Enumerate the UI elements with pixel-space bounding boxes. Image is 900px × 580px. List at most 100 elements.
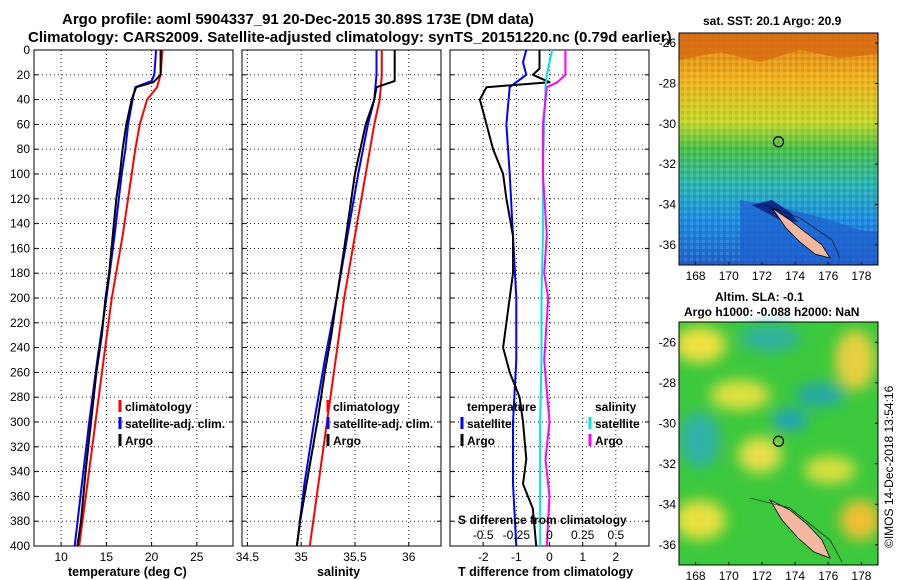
sst-map-field — [679, 33, 878, 265]
sla-map-subtitle: Argo h1000: -0.088 h2000: NaN — [684, 305, 859, 319]
x-tick-label: 20 — [145, 550, 159, 564]
legend-label-t-satellite: satellite — [467, 417, 512, 431]
map-x-tick-label: 178 — [851, 569, 871, 580]
depth-tick-label: 160 — [10, 241, 30, 255]
map-y-tick-label: -32 — [659, 457, 677, 471]
depth-axis: 0 20 40 60 80 100 120 140 160 180 200 220 240 260 280 3… — [10, 43, 649, 553]
map-y-tick-label: -34 — [659, 497, 677, 511]
s-difference-axis-label: S difference from climatology — [458, 513, 627, 527]
x-tick-label: 34.5 — [236, 550, 260, 564]
depth-tick-label: 60 — [17, 117, 31, 131]
legend-label-s-argo: Argo — [595, 434, 623, 448]
depth-tick-label: 40 — [17, 93, 31, 107]
map-y-tick-label: -28 — [659, 376, 677, 390]
depth-tick-label: 280 — [10, 390, 30, 404]
x-axes: 10 15 20 25 34.5 35 35.5 36 -2 -1 0 1 2 — [54, 542, 619, 564]
s-difference-tick-label: -0.25 — [503, 528, 531, 542]
depth-tick-label: 140 — [10, 217, 30, 231]
x-tick-label: 0 — [546, 550, 553, 564]
map-x-tick-label: 170 — [719, 269, 739, 283]
map-x-tick-label: 174 — [785, 569, 805, 580]
series-line-satellite-adj-clim- — [73, 49, 158, 547]
x-tick-label: -1 — [511, 550, 522, 564]
series-line-s-satellite — [539, 49, 554, 546]
depth-tick-label: 0 — [23, 43, 30, 57]
map-x-tick-label: 172 — [752, 269, 772, 283]
temperature-panel — [33, 49, 234, 547]
depth-tick-label: 120 — [10, 192, 30, 206]
legend-temperature: climatology satellite-adj. clim. Argo — [118, 400, 225, 448]
sst-map-frame — [678, 32, 879, 266]
map-y-tick-label: -30 — [659, 416, 677, 430]
title-line-2: Climatology: CARS2009. Satellite-adjuste… — [28, 29, 672, 46]
legend-label-s-satellite: satellite — [595, 417, 640, 431]
s-difference-tick-label: 0.5 — [607, 528, 624, 542]
credit-text: ©IMOS 14-Dec-2018 13:54:16 — [882, 385, 896, 548]
map-x-tick-label: 174 — [785, 269, 805, 283]
map-y-tick-label: -30 — [659, 117, 677, 131]
legend-label-t-argo: Argo — [467, 434, 495, 448]
map-y-tick-label: -28 — [659, 76, 677, 90]
x-tick-label: 2 — [612, 550, 619, 564]
salinity-axis-label: salinity — [317, 565, 360, 579]
sst-map-ticks: 168 170 172 174 176 178 -26 -28 -30 -32 -34 -36 — [659, 36, 878, 283]
map-x-tick-label: 172 — [752, 569, 772, 580]
series-line-satellite-adj-clim- — [295, 50, 378, 547]
sla-map-field — [679, 322, 878, 565]
sst-argo-location-marker — [772, 136, 785, 148]
depth-tick-label: 80 — [17, 142, 31, 156]
depth-tick-label: 400 — [10, 539, 30, 553]
x-tick-label: 1 — [579, 550, 586, 564]
series-line-t-satellite — [505, 49, 528, 547]
legend-label-climatology: climatology — [333, 400, 400, 414]
series-line-s-argo — [541, 50, 567, 547]
depth-tick-label: 20 — [17, 68, 31, 82]
map-x-tick-label: 168 — [686, 269, 706, 283]
x-tick-label: 10 — [54, 550, 68, 564]
x-tick-label: 36 — [402, 550, 416, 564]
new-zealand-landmass — [771, 207, 831, 259]
s-difference-tick-label: 0 — [546, 528, 553, 542]
legend-label-satellite: satellite-adj. clim. — [333, 417, 433, 431]
map-y-tick-label: -26 — [659, 36, 677, 50]
map-y-tick-label: -36 — [659, 538, 677, 552]
series-line-argo — [295, 50, 396, 547]
depth-tick-label: 380 — [10, 514, 30, 528]
new-zealand-landmass — [768, 499, 831, 559]
x-tick-label: 35.5 — [343, 550, 367, 564]
sla-map-frame — [678, 321, 879, 566]
map-y-tick-label: -34 — [659, 197, 677, 211]
t-difference-axis-label: T difference from climatology — [458, 565, 633, 579]
map-x-tick-label: 176 — [818, 269, 838, 283]
map-y-tick-label: -32 — [659, 157, 677, 171]
depth-tick-label: 200 — [10, 291, 30, 305]
legend-title-temperature: temperature — [467, 400, 537, 414]
map-x-tick-label: 168 — [686, 569, 706, 580]
legend-difference: temperature salinity satellite Argo sate… — [460, 400, 640, 448]
profile-curves — [73, 49, 567, 547]
x-tick-label: 25 — [190, 550, 204, 564]
s-difference-ticks: -0.5 -0.25 0 0.25 0.5 — [473, 528, 625, 542]
s-difference-tick-label: 0.25 — [571, 528, 595, 542]
depth-tick-label: 360 — [10, 489, 30, 503]
depth-tick-label: 100 — [10, 167, 30, 181]
legend-label-satellite: satellite-adj. clim. — [125, 417, 225, 431]
map-x-tick-label: 170 — [719, 569, 739, 580]
sla-map-ticks: 168 170 172 174 176 178 -26 -28 -30 -32 -34 -36 — [659, 335, 878, 580]
depth-tick-label: 180 — [10, 266, 30, 280]
legend-label-argo: Argo — [125, 434, 153, 448]
legend-label-climatology: climatology — [125, 400, 192, 414]
legend-title-salinity: salinity — [595, 400, 637, 414]
title-line-1: Argo profile: aoml 5904337_91 20-Dec-201… — [62, 11, 534, 28]
series-line-t-argo — [478, 50, 551, 547]
legend-label-argo: Argo — [333, 434, 361, 448]
depth-tick-label: 340 — [10, 465, 30, 479]
map-x-tick-label: 178 — [851, 269, 871, 283]
map-y-tick-label: -36 — [659, 238, 677, 252]
depth-tick-label: 240 — [10, 341, 30, 355]
sla-map-title: Altim. SLA: -0.1 — [715, 290, 804, 304]
depth-tick-label: 220 — [10, 316, 30, 330]
depth-tick-label: 260 — [10, 365, 30, 379]
depth-tick-label: 300 — [10, 415, 30, 429]
